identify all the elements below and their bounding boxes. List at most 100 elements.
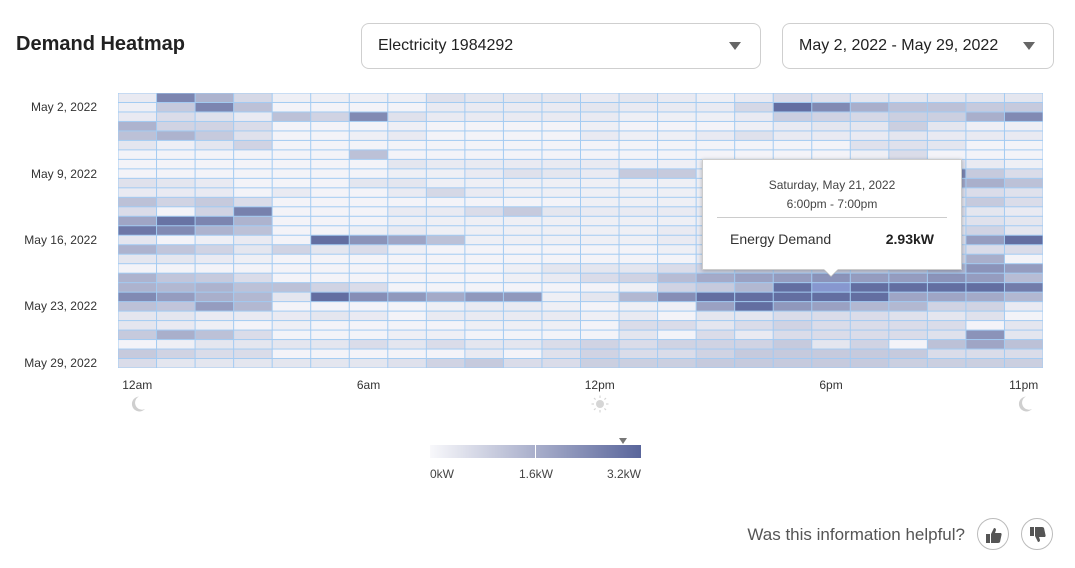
heatmap-cell[interactable] [619, 216, 658, 226]
heatmap-cell[interactable] [581, 216, 619, 226]
heatmap-cell[interactable] [234, 159, 272, 169]
heatmap-cell[interactable] [619, 150, 658, 159]
heatmap-cell[interactable] [735, 302, 773, 311]
heatmap-cell[interactable] [426, 254, 465, 264]
heatmap-cell[interactable] [503, 207, 542, 216]
heatmap-cell[interactable] [195, 188, 234, 197]
heatmap-cell[interactable] [542, 121, 580, 131]
heatmap-cell[interactable] [118, 359, 157, 368]
heatmap-cell[interactable] [157, 140, 195, 150]
heatmap-cell[interactable] [195, 330, 234, 340]
heatmap-cell[interactable] [850, 121, 889, 131]
heatmap-cell[interactable] [388, 140, 426, 150]
heatmap-cell[interactable] [118, 159, 157, 169]
heatmap-cell[interactable] [426, 169, 465, 178]
heatmap-cell[interactable] [619, 330, 658, 340]
heatmap-cell[interactable] [388, 254, 426, 264]
heatmap-cell[interactable] [812, 349, 850, 359]
heatmap-cell[interactable] [773, 131, 812, 140]
heatmap-cell[interactable] [157, 302, 195, 311]
heatmap-cell[interactable] [619, 226, 658, 235]
heatmap-cell[interactable] [696, 302, 735, 311]
heatmap-cell[interactable] [426, 302, 465, 311]
heatmap-cell[interactable] [272, 121, 311, 131]
heatmap-cell[interactable] [157, 321, 195, 330]
date-range-select[interactable]: May 2, 2022 - May 29, 2022 [782, 23, 1054, 69]
heatmap-cell[interactable] [157, 169, 195, 178]
heatmap-cell[interactable] [850, 93, 889, 102]
heatmap-cell[interactable] [927, 292, 966, 302]
heatmap-cell[interactable] [157, 188, 195, 197]
heatmap-cell[interactable] [773, 311, 812, 321]
heatmap-cell[interactable] [1004, 207, 1043, 216]
heatmap-cell[interactable] [658, 131, 696, 140]
heatmap-cell[interactable] [426, 197, 465, 207]
heatmap-cell[interactable] [542, 226, 580, 235]
heatmap-cell[interactable] [1004, 169, 1043, 178]
heatmap-cell[interactable] [234, 235, 272, 245]
heatmap-cell[interactable] [349, 264, 388, 273]
heatmap-cell[interactable] [619, 340, 658, 349]
heatmap-cell[interactable] [349, 159, 388, 169]
heatmap-cell[interactable] [118, 131, 157, 140]
heatmap-cell[interactable] [388, 264, 426, 273]
heatmap-cell[interactable] [234, 349, 272, 359]
heatmap-cell[interactable] [696, 283, 735, 292]
heatmap-cell[interactable] [889, 102, 927, 112]
heatmap-cell[interactable] [272, 102, 311, 112]
heatmap-cell[interactable] [272, 349, 311, 359]
heatmap-cell[interactable] [195, 283, 234, 292]
heatmap-cell[interactable] [581, 321, 619, 330]
heatmap-cell[interactable] [966, 188, 1004, 197]
heatmap-cell[interactable] [157, 159, 195, 169]
heatmap-cell[interactable] [1004, 340, 1043, 349]
heatmap-cell[interactable] [388, 226, 426, 235]
heatmap-cell[interactable] [542, 359, 580, 368]
heatmap-cell[interactable] [966, 159, 1004, 169]
heatmap-cell[interactable] [118, 264, 157, 273]
heatmap-cell[interactable] [889, 292, 927, 302]
heatmap-cell[interactable] [426, 340, 465, 349]
heatmap-cell[interactable] [619, 302, 658, 311]
heatmap-cell[interactable] [503, 349, 542, 359]
heatmap-cell[interactable] [812, 131, 850, 140]
heatmap-cell[interactable] [465, 292, 503, 302]
heatmap-cell[interactable] [118, 321, 157, 330]
heatmap-cell[interactable] [619, 311, 658, 321]
heatmap-cell[interactable] [503, 140, 542, 150]
heatmap-cell[interactable] [966, 102, 1004, 112]
heatmap-cell[interactable] [966, 254, 1004, 264]
heatmap-cell[interactable] [118, 330, 157, 340]
heatmap-cell[interactable] [311, 102, 349, 112]
heatmap-cell[interactable] [619, 197, 658, 207]
heatmap-cell[interactable] [503, 302, 542, 311]
heatmap-cell[interactable] [465, 302, 503, 311]
heatmap-cell[interactable] [388, 188, 426, 197]
heatmap-cell[interactable] [812, 330, 850, 340]
heatmap-cell[interactable] [658, 273, 696, 283]
heatmap-cell[interactable] [195, 359, 234, 368]
heatmap-cell[interactable] [234, 140, 272, 150]
heatmap-cell[interactable] [234, 264, 272, 273]
heatmap-cell[interactable] [388, 93, 426, 102]
heatmap-cell[interactable] [157, 207, 195, 216]
heatmap-cell[interactable] [349, 207, 388, 216]
heatmap-cell[interactable] [234, 93, 272, 102]
heatmap-cell[interactable] [503, 321, 542, 330]
heatmap-cell[interactable] [889, 140, 927, 150]
heatmap-cell[interactable] [311, 131, 349, 140]
heatmap-cell[interactable] [195, 140, 234, 150]
heatmap-cell[interactable] [272, 254, 311, 264]
heatmap-cell[interactable] [658, 349, 696, 359]
heatmap-cell[interactable] [118, 302, 157, 311]
heatmap-cell[interactable] [426, 226, 465, 235]
heatmap-cell[interactable] [927, 150, 966, 159]
heatmap-cell[interactable] [118, 283, 157, 292]
heatmap-cell[interactable] [735, 330, 773, 340]
heatmap-cell[interactable] [542, 302, 580, 311]
heatmap-cell[interactable] [157, 340, 195, 349]
heatmap-cell[interactable] [234, 330, 272, 340]
heatmap-cell[interactable] [311, 93, 349, 102]
heatmap-cell[interactable] [696, 121, 735, 131]
heatmap-cell[interactable] [927, 311, 966, 321]
